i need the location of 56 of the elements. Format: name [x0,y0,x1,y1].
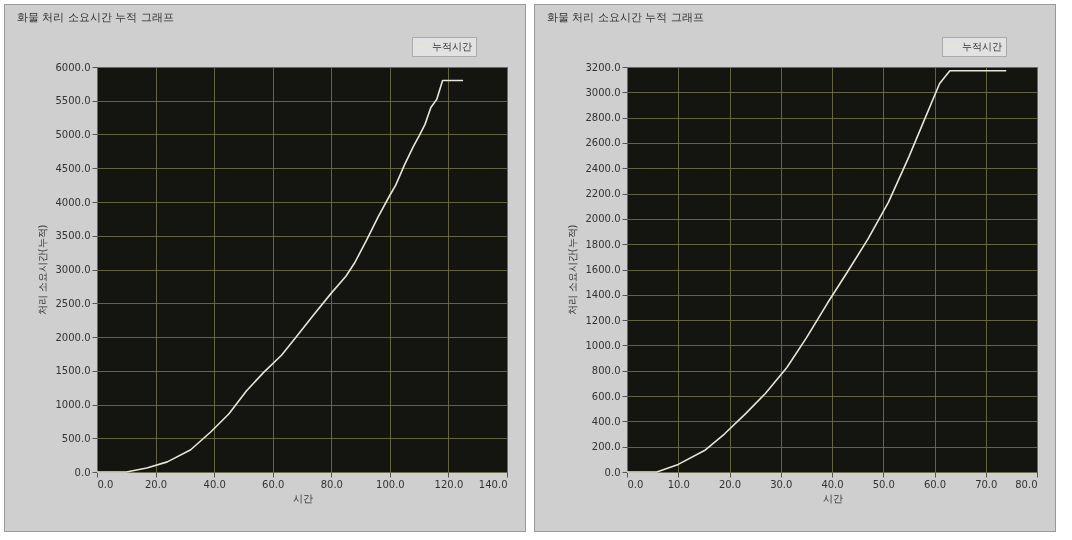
x-tick-label: 80.0 [320,478,343,490]
x-tick-label: 40.0 [203,478,226,490]
chart-title: 화물 처리 소요시간 누적 그래프 [17,10,174,24]
chart-title: 화물 처리 소요시간 누적 그래프 [547,10,704,24]
y-tick-label: 1800.0 [585,238,621,250]
y-tick-label: 200.0 [591,441,621,453]
x-tick-label: 0.0 [97,478,114,490]
legend-label: 누적시간 [432,41,472,52]
y-tick-label: 5500.0 [55,95,91,107]
y-tick-label: 2000.0 [55,331,91,343]
y-tick-label: 400.0 [591,415,621,427]
y-tick-label: 600.0 [591,390,621,402]
y-tick-label: 1400.0 [585,289,621,301]
y-tick-label: 1500.0 [55,365,91,377]
y-tick-label: 1000.0 [55,399,91,410]
y-tick-label: 4500.0 [55,162,91,174]
x-axis-title: 시간 [822,492,843,504]
x-tick-label: 80.0 [1015,478,1038,490]
x-tick-label: 20.0 [718,478,742,490]
y-tick-label: 1000.0 [585,339,621,351]
x-tick-label: 120.0 [434,478,464,490]
y-tick-label: 2000.0 [585,213,621,225]
y-tick-label: 1200.0 [585,314,621,326]
x-tick-label: 40.0 [821,478,844,490]
y-tick-label: 3000.0 [585,86,621,98]
x-tick-label: 10.0 [667,478,690,490]
line-series [96,79,464,473]
y-tick-label: 6000.0 [55,61,91,73]
y-tick-label: 2400.0 [585,162,621,174]
y-tick-label: 2200.0 [585,188,621,200]
y-tick-label: 1600.0 [585,264,621,275]
x-tick-label: 60.0 [923,478,947,490]
y-axis-title: 처리 소요시간(누적) [566,224,578,316]
legend-label: 누적시간 [962,41,1002,52]
x-tick-label: 50.0 [872,478,895,490]
x-tick-label: 0.0 [627,478,644,490]
y-axis-title: 처리 소요시간(누적) [36,224,48,316]
x-tick-label: 30.0 [770,478,793,490]
y-tick-label: 0.0 [74,466,91,478]
y-tick-label: 3200.0 [585,61,621,73]
x-tick-label: 70.0 [975,478,998,490]
y-tick-label: 5000.0 [55,129,91,140]
y-tick-label: 3500.0 [55,230,91,242]
y-tick-label: 2800.0 [585,112,621,124]
y-tick-label: 2500.0 [55,297,91,309]
y-tick-label: 3000.0 [55,264,91,275]
x-tick-label: 140.0 [478,478,508,490]
y-tick-label: 2600.0 [585,137,621,149]
y-tick-label: 500.0 [61,432,91,444]
x-tick-label: 20.0 [144,478,168,490]
x-axis-title: 시간 [292,492,313,504]
x-tick-label: 60.0 [262,478,285,490]
y-tick-label: 800.0 [591,365,621,377]
x-tick-label: 100.0 [376,478,405,490]
y-tick-label: 4000.0 [55,196,91,208]
y-tick-label: 0.0 [604,466,621,478]
